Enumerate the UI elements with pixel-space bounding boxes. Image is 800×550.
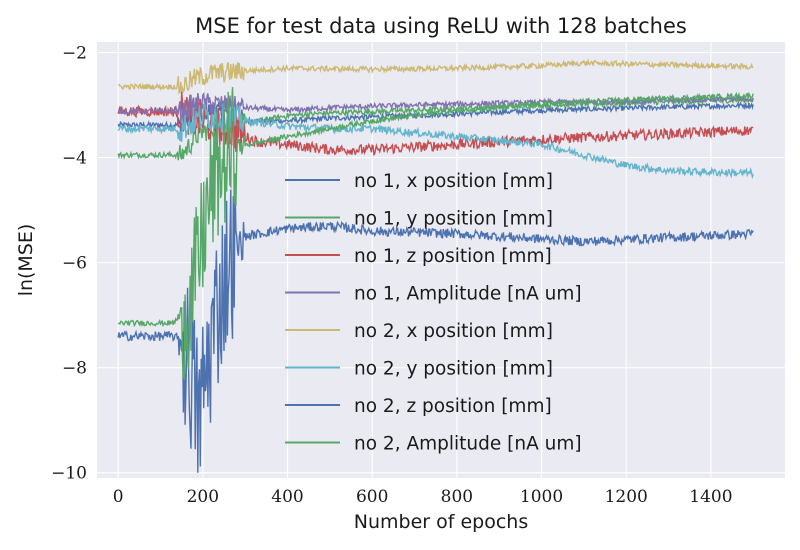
x-tick-label: 1400 (689, 487, 732, 507)
y-axis-label: ln(MSE) (15, 224, 37, 297)
legend-label: no 1, Amplitude [nA um] (354, 284, 582, 305)
x-axis-label: Number of epochs (354, 511, 528, 533)
y-tick-label: −6 (62, 254, 87, 274)
y-tick-label: −2 (62, 44, 87, 64)
x-tick-label: 800 (441, 487, 473, 507)
series-line-8 (117, 87, 754, 380)
legend-label: no 2, y position [mm] (354, 359, 553, 380)
series-group (117, 58, 754, 473)
ticks: 0 200 400 600 800 1000 1200 1400 −10 −8 −6 −4 −2 (51, 44, 732, 507)
x-tick-label: 600 (356, 487, 388, 507)
y-tick-label: −4 (62, 149, 87, 169)
legend-label: no 1, z position [mm] (354, 246, 552, 267)
legend-label: no 1, x position [mm] (354, 171, 553, 192)
chart-title: MSE for test data using ReLU with 128 ba… (195, 14, 687, 38)
x-tick-label: 0 (113, 487, 124, 507)
x-tick-label: 200 (187, 487, 219, 507)
legend-label: no 2, x position [mm] (354, 321, 553, 342)
legend-label: no 2, Amplitude [nA um] (354, 434, 582, 455)
series-line-7 (117, 181, 754, 473)
legend-label: no 1, y position [mm] (354, 209, 553, 230)
legend: no 1, x position [mm] no 1, y position [m… (285, 171, 582, 455)
x-tick-label: 1000 (520, 487, 563, 507)
y-tick-label: −8 (62, 359, 87, 379)
x-tick-label: 400 (271, 487, 303, 507)
x-tick-label: 1200 (605, 487, 648, 507)
y-tick-label: −10 (51, 464, 87, 484)
legend-label: no 2, z position [mm] (354, 396, 552, 417)
series-line-5 (118, 58, 754, 95)
